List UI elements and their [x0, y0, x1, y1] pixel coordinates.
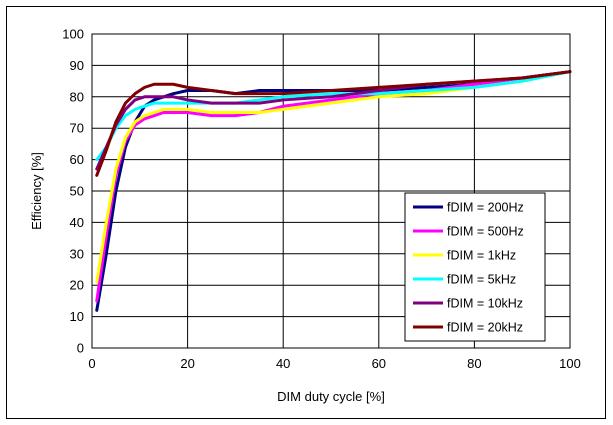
x-tick-label: 0 [88, 356, 95, 371]
tick-labels: 0 10 20 30 40 50 60 70 80 90 100 0 20 40 60 80 100 [62, 27, 581, 372]
y-tick-label: 90 [70, 58, 84, 73]
x-tick-label: 20 [180, 356, 194, 371]
legend: fDIM = 200Hz fDIM = 500Hz fDIM = 1kHz fDIM … [404, 192, 546, 342]
y-tick-label: 20 [70, 278, 84, 293]
legend-label: fDIM = 1kHz [447, 249, 516, 263]
x-tick-label: 60 [372, 356, 386, 371]
legend-box [404, 192, 546, 342]
y-tick-label: 50 [70, 184, 84, 199]
y-tick-label: 60 [70, 152, 84, 167]
y-tick-label: 30 [70, 246, 84, 261]
y-tick-label: 40 [70, 215, 84, 230]
legend-label: fDIM = 20kHz [447, 321, 523, 335]
legend-label: fDIM = 10kHz [447, 297, 523, 311]
legend-label: fDIM = 500Hz [447, 225, 524, 239]
series-line [95, 70, 572, 177]
y-tick-label: 80 [70, 89, 84, 104]
x-tick-label: 40 [276, 356, 290, 371]
x-tick-label: 100 [559, 356, 581, 371]
series-lines [95, 70, 572, 312]
series-line [95, 70, 572, 312]
y-axis-title: Efficiency [%] [29, 152, 44, 230]
series-line [95, 70, 572, 284]
x-tick-label: 80 [467, 356, 481, 371]
x-axis-title: DIM duty cycle [%] [277, 389, 385, 404]
legend-label: fDIM = 5kHz [447, 273, 516, 287]
y-tick-label: 10 [70, 309, 84, 324]
plot-border [91, 33, 571, 349]
y-tick-label: 0 [77, 341, 84, 356]
legend-label: fDIM = 200Hz [447, 201, 524, 215]
y-tick-label: 100 [62, 27, 84, 42]
y-tick-label: 70 [70, 121, 84, 136]
series-line [95, 70, 572, 162]
